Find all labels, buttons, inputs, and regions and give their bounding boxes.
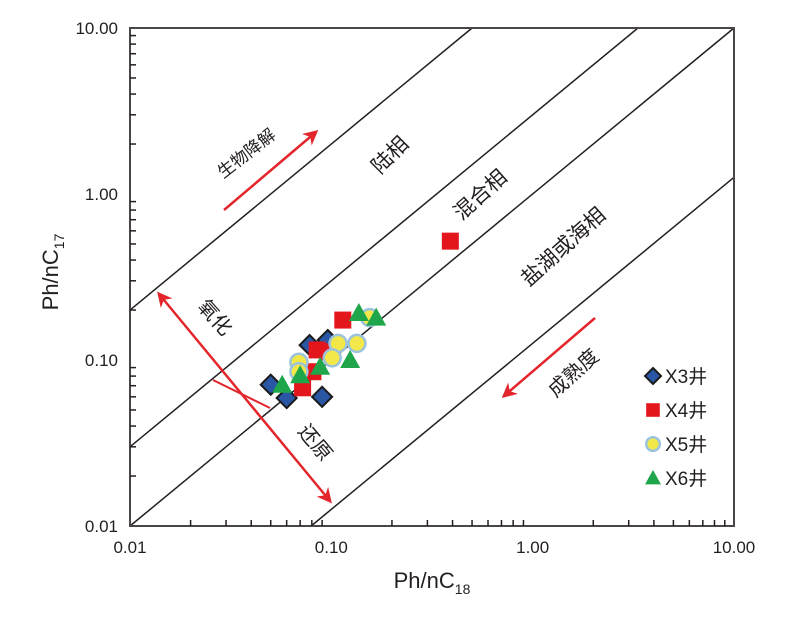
legend-marker-circle <box>644 435 662 453</box>
y-axis-label: Ph/nC17 <box>38 233 67 310</box>
data-point-circle <box>322 348 342 368</box>
legend-marker-diamond <box>643 366 663 386</box>
y-tick-label: 0.10 <box>85 351 118 370</box>
data-point-triangle <box>310 356 331 375</box>
legend-label: X3井 <box>665 366 707 388</box>
label-oxidation: 氧化 <box>193 295 237 340</box>
boundary-line <box>129 27 473 311</box>
region-label-saline-marine: 盐湖或海相 <box>517 203 610 290</box>
y-tick-labels: 0.01 0.10 1.00 10.00 <box>75 19 118 536</box>
data-point-triangle <box>272 374 293 393</box>
boundary-lines <box>129 27 735 527</box>
legend-marker-triangle <box>645 470 661 485</box>
data-point-circle <box>347 333 367 354</box>
maturity-arrow <box>501 317 596 398</box>
oxidation-reduction-arrow <box>157 291 332 504</box>
data-points <box>259 232 459 410</box>
y-tick-label: 0.01 <box>85 517 118 536</box>
data-point-square <box>334 311 352 329</box>
y-tick-label: 1.00 <box>85 185 118 204</box>
data-point-square <box>294 379 312 397</box>
biodegradation-arrow <box>223 130 319 211</box>
x-tick-label: 0.10 <box>315 538 348 557</box>
x-tick-labels: 0.01 0.10 1.00 10.00 <box>113 538 755 557</box>
x-tick-label: 1.00 <box>516 538 549 557</box>
legend-label: X4井 <box>665 400 707 422</box>
boundary-line <box>310 176 735 527</box>
data-point-triangle <box>348 302 369 321</box>
data-point-square <box>441 232 459 250</box>
x-axis-label: Ph/nC18 <box>394 568 471 597</box>
data-point-triangle <box>290 365 311 384</box>
redox-bracket <box>212 379 271 409</box>
legend-marker-square <box>646 403 660 417</box>
x-tick-label: 0.01 <box>113 538 146 557</box>
axis-ticks <box>130 34 726 526</box>
boundary-line <box>129 27 735 527</box>
legend: X3井 X4井 X5井 X6井 <box>643 366 707 490</box>
region-label-continental: 陆相 <box>367 132 413 178</box>
legend-label: X5井 <box>665 434 707 456</box>
data-point-triangle <box>340 350 361 368</box>
x-tick-label: 10.00 <box>713 538 756 557</box>
legend-label: X6井 <box>665 468 707 490</box>
y-tick-label: 10.00 <box>75 19 118 38</box>
label-biodegradation: 生物降解 <box>214 125 279 182</box>
region-label-mixed: 混合相 <box>450 166 512 225</box>
data-point-triangle <box>366 307 387 326</box>
plot-frame <box>129 27 735 527</box>
label-reduction: 还原 <box>293 420 336 465</box>
data-point-diamond <box>310 385 334 409</box>
annotation-arrows <box>157 130 596 504</box>
data-point-diamond <box>275 386 299 410</box>
